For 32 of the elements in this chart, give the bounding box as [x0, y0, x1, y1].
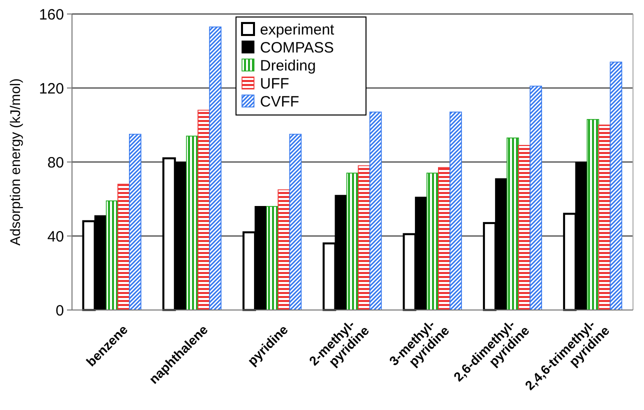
bar [209, 26, 222, 310]
bar [186, 136, 198, 310]
legend-label: Dreiding [260, 57, 316, 74]
bar [598, 124, 611, 310]
bar [506, 138, 519, 310]
legend-label: COMPASS [260, 39, 334, 56]
bar [346, 172, 359, 310]
bar [369, 112, 382, 310]
bar [438, 167, 450, 310]
bar [266, 206, 279, 310]
bar [426, 172, 439, 310]
bar [278, 189, 290, 310]
bar [518, 144, 530, 310]
y-tick-label: 40 [47, 228, 64, 246]
y-axis-title: Adsorption energy (kJ/mol) [7, 78, 23, 246]
legend-label: UFF [260, 75, 290, 92]
y-tick-label: 160 [38, 6, 64, 24]
legend-label: CVFF [260, 93, 300, 110]
bar [106, 200, 118, 310]
bar [530, 86, 542, 310]
bar [117, 184, 130, 310]
bar [128, 134, 142, 310]
y-tick-label: 0 [56, 302, 64, 320]
bar [198, 110, 210, 310]
y-tick-label: 80 [47, 154, 64, 172]
bar [586, 119, 600, 310]
bar [610, 62, 622, 310]
bar [358, 165, 370, 310]
bar [289, 134, 302, 310]
y-tick-label: 120 [38, 80, 64, 98]
legend-label: experiment [260, 21, 336, 38]
bar [450, 112, 462, 310]
